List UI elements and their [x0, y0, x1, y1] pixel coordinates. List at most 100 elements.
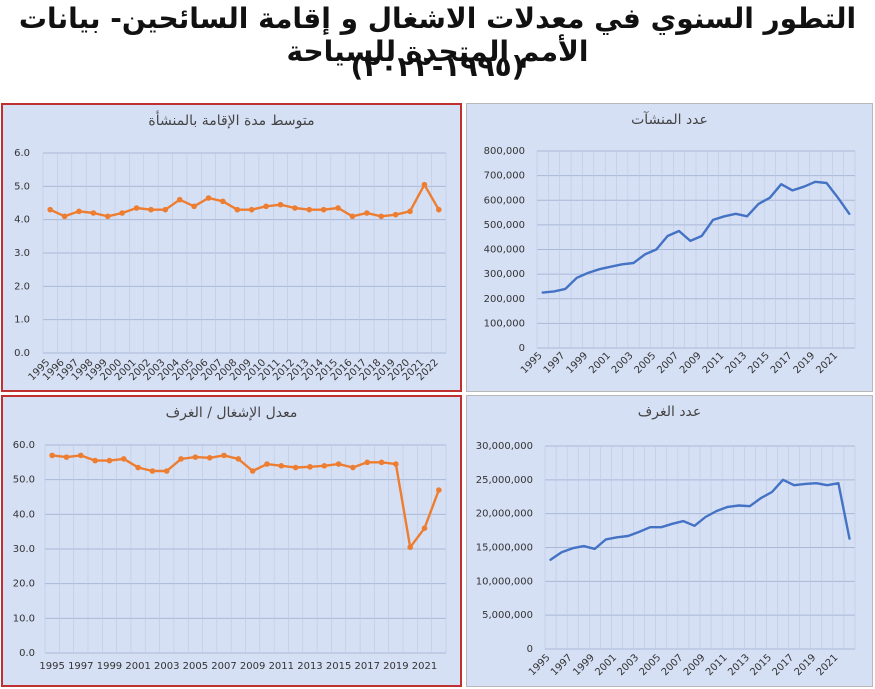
y-tick-label: 20.0: [13, 579, 35, 590]
x-tick-label: 2015: [746, 350, 772, 376]
data-point: [176, 196, 183, 203]
data-point: [436, 487, 442, 493]
x-tick-label: 2007: [655, 350, 681, 376]
chart-title-avg-stay: متوسط مدة الإقامة بالمنشأة: [148, 113, 315, 129]
x-tick-label: 1999: [564, 350, 590, 376]
data-point: [78, 452, 84, 459]
x-tick-label: 2013: [726, 652, 752, 678]
data-point: [292, 464, 299, 471]
x-tick-label: 2017: [769, 350, 795, 376]
x-tick-label: 2005: [633, 350, 659, 376]
data-point: [378, 213, 385, 220]
y-tick-label: 10.0: [13, 613, 35, 624]
x-tick-label: 2021: [412, 661, 437, 672]
x-tick-label: 2011: [704, 652, 730, 678]
x-tick-label: 2001: [125, 661, 150, 672]
page-header: التطور السنوي في معدلات الاشغال و إقامة …: [0, 0, 875, 100]
data-point: [335, 205, 341, 211]
data-point: [349, 213, 356, 220]
data-point: [306, 206, 313, 213]
data-point: [248, 206, 255, 213]
data-point: [221, 452, 227, 459]
page-subtitle: (١٩٩٥-٢٠٢٢): [350, 50, 525, 83]
y-tick-label: 700,000: [484, 171, 525, 182]
data-point: [364, 459, 371, 466]
x-tick-label: 2011: [269, 661, 294, 672]
y-tick-label: 60.0: [13, 440, 35, 451]
data-point: [378, 459, 385, 466]
y-tick-label: 20,000,000: [476, 509, 533, 520]
data-point: [421, 525, 428, 531]
x-tick-label: 2005: [638, 652, 664, 678]
series-line: [549, 478, 851, 561]
data-point: [63, 454, 70, 460]
data-point: [278, 463, 285, 469]
x-tick-label: 2009: [682, 652, 708, 678]
data-point: [106, 457, 113, 464]
x-tick-label: 1997: [542, 350, 568, 376]
y-tick-label: 800,000: [484, 146, 525, 157]
data-point: [162, 206, 169, 213]
chart-panel-avg-stay: متوسط مدة الإقامة بالمنشأة 6.0 5.0 4.0 3.0 2…: [1, 103, 462, 392]
chart-title-occupancy: معدل الإشغال / الغرف: [165, 405, 298, 421]
x-tick-label: 2001: [593, 652, 619, 678]
y-tick-label: 0.0: [19, 648, 35, 659]
data-point: [249, 468, 256, 474]
data-point: [133, 205, 140, 211]
data-point: [307, 464, 313, 470]
data-point: [61, 213, 68, 220]
y-tick-label: 25,000,000: [476, 475, 533, 486]
x-tick-label: 2007: [211, 661, 236, 672]
x-tick-label: 2015: [748, 652, 774, 678]
data-point: [292, 205, 298, 211]
x-tick-label: 2003: [610, 350, 636, 376]
data-point: [320, 206, 327, 213]
data-point: [321, 463, 328, 469]
data-point: [47, 206, 53, 213]
x-tick-label: 2013: [723, 350, 749, 376]
y-tick-label: 0: [519, 343, 525, 354]
data-point: [407, 544, 413, 551]
chart-title-establishments: عدد المنشآت: [631, 112, 708, 128]
x-tick-label: 2001: [587, 350, 613, 376]
y-tick-label: 0: [527, 644, 533, 655]
data-point: [335, 461, 342, 467]
data-point: [407, 208, 413, 215]
data-point: [234, 206, 241, 213]
x-tick-label: 2021: [814, 350, 840, 376]
x-tick-label: 2017: [770, 652, 796, 678]
data-point: [49, 452, 55, 459]
x-tick-label: 2007: [660, 652, 686, 678]
y-tick-label: 30,000,000: [476, 441, 533, 452]
data-point: [364, 210, 370, 216]
x-tick-label: 1999: [97, 661, 122, 672]
x-tick-label: 2019: [793, 652, 819, 678]
data-point: [263, 203, 269, 210]
data-point: [90, 210, 97, 216]
data-point: [76, 208, 82, 215]
y-tick-label: 400,000: [484, 245, 525, 256]
y-tick-label: 3.0: [14, 248, 30, 259]
x-tick-label: 1999: [571, 652, 597, 678]
chart-panel-occupancy: معدل الإشغال / الغرف 60.0 50.0 40.0 30.0 20.…: [1, 395, 462, 687]
y-tick-label: 500,000: [484, 220, 525, 231]
y-tick-label: 200,000: [484, 294, 525, 305]
y-tick-label: 5,000,000: [482, 610, 533, 621]
y-tick-label: 300,000: [484, 269, 525, 280]
y-tick-label: 15,000,000: [476, 543, 533, 554]
y-tick-label: 0.0: [14, 348, 30, 359]
data-point: [350, 464, 356, 471]
y-tick-label: 100,000: [484, 318, 525, 329]
x-tick-label: 2019: [383, 661, 408, 672]
x-tick-label: 1997: [549, 652, 575, 678]
x-tick-label: 2003: [615, 652, 641, 678]
data-point: [120, 456, 127, 462]
data-point: [148, 206, 154, 213]
x-tick-label: 1995: [527, 652, 553, 678]
data-point: [104, 213, 111, 220]
data-point: [205, 195, 212, 201]
data-point: [92, 457, 98, 464]
x-tick-label: 2017: [355, 661, 380, 672]
x-tick-label: 2005: [183, 661, 208, 672]
series-line: [49, 183, 440, 218]
